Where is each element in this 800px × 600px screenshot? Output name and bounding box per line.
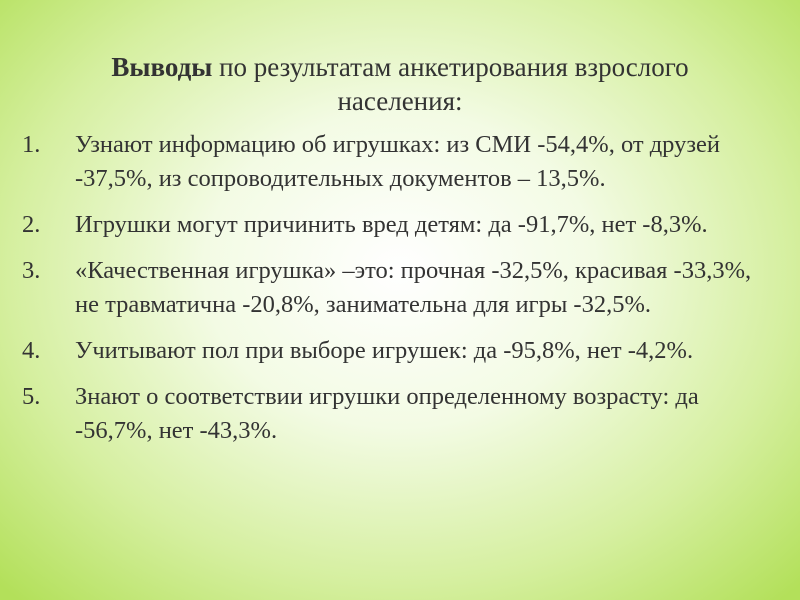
item-marker: 1. — [22, 131, 41, 158]
item-text: Учитывают пол при выборе игрушек: да -95… — [75, 337, 694, 364]
list-item: 5. Знают о соответствии игрушки определен… — [0, 380, 775, 448]
title-bold: Выводы — [111, 52, 213, 82]
list-item: 3. «Качественная игрушка» –это: прочная -… — [0, 254, 775, 322]
item-text: «Качественная игрушка» –это: прочная -32… — [75, 257, 752, 318]
list-item: 4. Учитывают пол при выборе игрушек: да -… — [0, 334, 775, 368]
item-marker: 4. — [22, 337, 41, 364]
item-text: Узнают информацию об игрушках: из СМИ -5… — [75, 131, 721, 192]
title-rest: по результатам анкетирования взрослого н… — [212, 52, 689, 116]
item-marker: 2. — [22, 211, 41, 238]
list-item: 2. Игрушки могут причинить вред детям: да… — [0, 208, 775, 242]
item-text: Игрушки могут причинить вред детям: да -… — [75, 211, 708, 238]
list-item: 1. Узнают информацию об игрушках: из СМИ … — [0, 128, 775, 196]
item-text: Знают о соответствии игрушки определенно… — [75, 383, 699, 444]
item-marker: 3. — [22, 257, 41, 284]
list: 1. Узнают информацию об игрушках: из СМИ … — [0, 128, 800, 460]
item-marker: 5. — [22, 383, 41, 410]
title: Выводы по результатам анкетирования взро… — [60, 50, 740, 118]
